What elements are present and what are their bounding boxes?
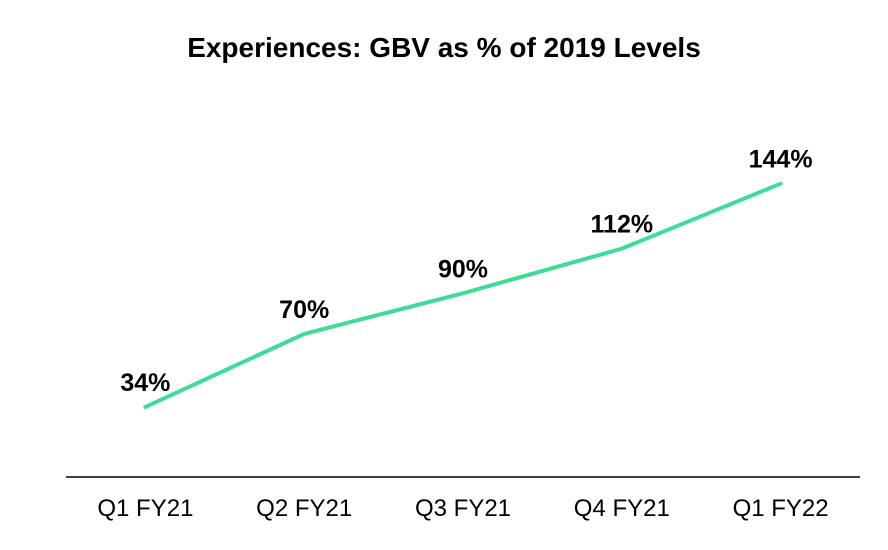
data-label: 34% <box>120 369 170 397</box>
data-label: 70% <box>279 296 329 324</box>
data-label: 144% <box>749 146 813 174</box>
chart-title: Experiences: GBV as % of 2019 Levels <box>187 32 701 63</box>
x-tick-label: Q4 FY21 <box>574 495 670 522</box>
x-tick-label: Q2 FY21 <box>256 495 352 522</box>
x-tick-label: Q3 FY21 <box>415 495 511 522</box>
x-tick-label: Q1 FY21 <box>97 495 193 522</box>
data-label: 112% <box>591 211 654 239</box>
data-label: 90% <box>438 255 488 283</box>
plot-area: Q1 FY21 Q2 FY21 Q3 FY21 Q4 FY21 Q1 FY22 34% 70… <box>66 146 860 522</box>
x-tick-label: Q1 FY22 <box>733 495 829 522</box>
series-line <box>143 181 783 409</box>
